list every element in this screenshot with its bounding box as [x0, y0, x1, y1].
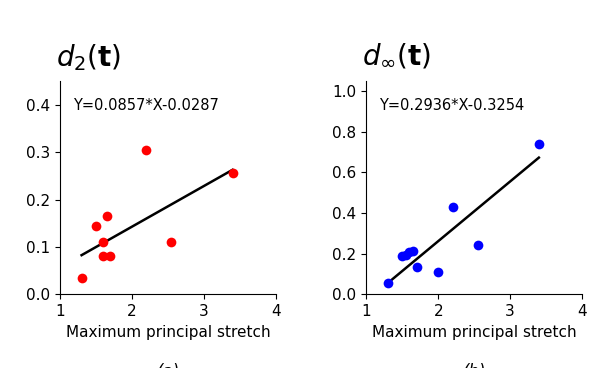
Text: Y=0.0857*X-0.0287: Y=0.0857*X-0.0287: [73, 98, 219, 113]
Point: [473, 242, 482, 248]
Point: [167, 239, 176, 245]
Point: [433, 269, 443, 275]
Text: $d_{\infty}(\mathbf{t})$: $d_{\infty}(\mathbf{t})$: [362, 43, 431, 71]
Point: [383, 280, 392, 286]
Point: [534, 141, 544, 147]
Text: $d_2(\mathbf{t})$: $d_2(\mathbf{t})$: [56, 43, 121, 73]
Point: [102, 213, 112, 219]
Point: [77, 275, 86, 281]
Point: [98, 254, 108, 259]
Point: [412, 264, 421, 270]
X-axis label: Maximum principal stretch: Maximum principal stretch: [65, 325, 270, 340]
Point: [98, 239, 108, 245]
Point: [142, 147, 151, 153]
X-axis label: Maximum principal stretch: Maximum principal stretch: [372, 325, 577, 340]
Text: (a): (a): [156, 363, 179, 368]
Point: [408, 248, 418, 254]
Point: [404, 249, 414, 255]
Text: (b): (b): [463, 363, 486, 368]
Point: [228, 170, 238, 176]
Point: [401, 252, 410, 258]
Point: [397, 253, 407, 259]
Point: [448, 204, 457, 210]
Text: Y=0.2936*X-0.3254: Y=0.2936*X-0.3254: [379, 98, 524, 113]
Point: [91, 223, 101, 229]
Point: [106, 254, 115, 259]
